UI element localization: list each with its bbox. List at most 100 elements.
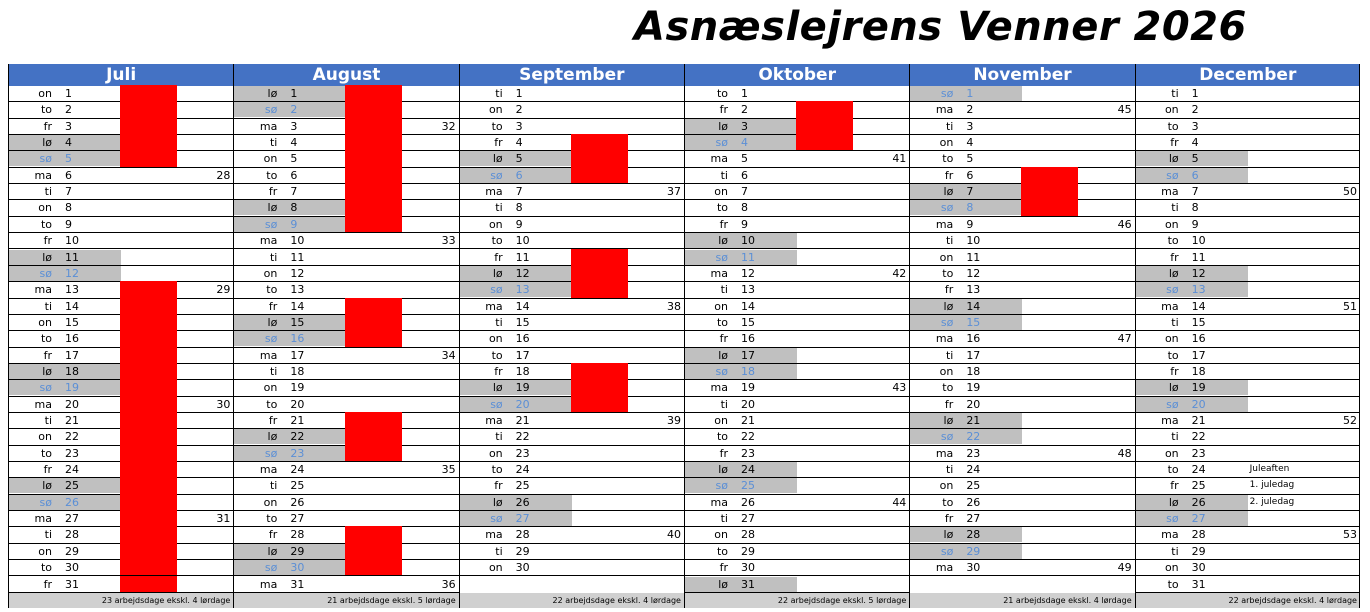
day-row: to 10: [458, 233, 684, 250]
day-label-cell: [683, 118, 740, 134]
week-number: 52: [1342, 414, 1357, 427]
weekday-label: sø: [39, 152, 52, 166]
weekday-label: ti: [720, 283, 728, 297]
weekday-label: on: [488, 332, 503, 346]
weekday-label: ti: [495, 87, 503, 100]
day-row: ma 2 45: [909, 102, 1135, 119]
day-row: ti 15: [1134, 315, 1360, 332]
weekday-label: lø: [492, 152, 503, 166]
weekday-label: ti: [44, 528, 52, 542]
day-number: 6: [514, 167, 572, 183]
day-number: 4: [1191, 136, 1199, 150]
day-row: fr 23: [683, 446, 910, 463]
day-number: 29: [740, 544, 755, 558]
weekday-label: to: [40, 332, 52, 346]
day-row: lø 11: [8, 249, 234, 266]
weekday-label: fr: [43, 119, 52, 133]
weekday-label: fr: [944, 512, 954, 526]
day-label-cell: [1134, 151, 1191, 167]
day-number: 15: [965, 314, 1023, 330]
booked-block: [120, 510, 177, 527]
day-number: 8: [289, 200, 347, 216]
weekday-label: fr: [1170, 136, 1179, 150]
day-label-cell: [909, 184, 966, 200]
weekday-label: on: [263, 266, 278, 280]
booked-block: [345, 166, 403, 184]
day-number: 1: [740, 87, 748, 100]
week-number: 50: [1342, 185, 1357, 199]
day-row: on 16: [458, 331, 684, 348]
day-row: fr 25: [458, 478, 684, 495]
day-number: 27: [1190, 511, 1248, 527]
weekday-label: sø: [940, 544, 954, 558]
day-number: 24: [515, 463, 530, 477]
booked-block: [120, 412, 177, 429]
day-number: 12: [1190, 265, 1248, 281]
weekday-label: ti: [269, 364, 278, 378]
weekday-label: lø: [492, 266, 503, 280]
day-number: 9: [515, 217, 523, 231]
day-number: 17: [290, 348, 305, 362]
day-row: sø 20: [1134, 396, 1360, 413]
day-number: 23: [1191, 446, 1206, 460]
day-row: sø 1: [909, 86, 1135, 103]
day-label-cell: [909, 86, 966, 101]
day-number: 6: [1190, 167, 1248, 183]
day-number: 30: [65, 561, 79, 575]
day-row: sø 29: [909, 543, 1135, 561]
weekday-label: sø: [1166, 397, 1179, 411]
booked-block: [120, 362, 177, 380]
day-number: 22: [1191, 430, 1206, 444]
weekday-label: to: [716, 315, 728, 329]
booked-block: [570, 362, 628, 380]
month-header: September: [458, 64, 684, 86]
week-number: 45: [1117, 103, 1132, 117]
day-row: to 24 Juleaften: [1134, 462, 1360, 479]
weekday-label: on: [939, 136, 954, 150]
day-number: 2: [966, 103, 974, 117]
day-row: fr 21: [233, 412, 459, 430]
day-number: 19: [64, 380, 121, 396]
day-label-cell: [8, 265, 64, 281]
booked-block: [120, 85, 177, 102]
day-row: ma 7 50: [1134, 184, 1360, 201]
booked-block: [570, 248, 628, 265]
day-row: on 9: [1134, 217, 1360, 234]
weekday-label: to: [942, 495, 954, 509]
day-number: 25: [1191, 479, 1206, 493]
booked-block: [1021, 183, 1079, 200]
day-row: on 25: [909, 478, 1135, 495]
day-number: 21: [290, 414, 305, 427]
day-label-cell: [233, 314, 290, 330]
day-number: 29: [515, 544, 530, 558]
day-row: lø 3: [683, 117, 910, 136]
weekday-label: fr: [494, 250, 503, 264]
weekday-label: lø: [42, 136, 52, 150]
day-label-cell: [683, 233, 740, 249]
weekday-label: ti: [495, 544, 503, 558]
weekday-label: fr: [43, 463, 52, 477]
day-row: ma 27 31: [8, 510, 234, 528]
booked-block: [120, 575, 177, 592]
day-number: 4: [64, 135, 121, 151]
weekday-label: ma: [1161, 414, 1179, 427]
weekday-label: ma: [710, 152, 728, 166]
weekday-label: on: [263, 495, 278, 509]
booked-block: [120, 134, 177, 151]
day-label-cell: [458, 396, 515, 412]
day-number: 7: [965, 184, 1023, 200]
week-number: 53: [1342, 528, 1357, 542]
day-number: 28: [65, 528, 79, 542]
day-number: 16: [740, 332, 755, 346]
day-row: lø 15: [233, 313, 459, 332]
day-number: 9: [1191, 217, 1199, 231]
day-number: 10: [65, 234, 79, 248]
day-label-cell: [233, 331, 290, 347]
day-row: on 1: [8, 85, 234, 103]
day-row: on 26: [233, 495, 459, 512]
day-number: 28: [290, 528, 305, 542]
weekday-label: ma: [710, 381, 728, 395]
day-row: on 14: [683, 299, 910, 315]
day-row: lø 1: [233, 85, 459, 103]
day-row: ma 13 29: [8, 281, 234, 299]
